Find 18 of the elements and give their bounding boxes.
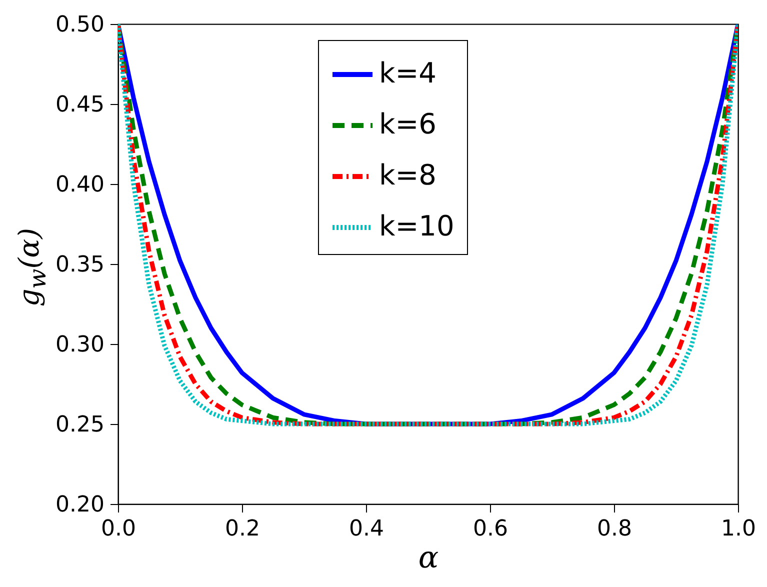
x-tick-label: 0.2	[225, 516, 260, 542]
x-tick-label: 1.0	[721, 516, 756, 542]
legend-label: k=10	[379, 210, 454, 242]
x-tick-label: 0.4	[349, 516, 384, 542]
y-tick-label: 0.30	[56, 332, 104, 358]
legend-label: k=4	[379, 56, 436, 90]
y-tick-label: 0.35	[56, 252, 104, 278]
y-tick-label: 0.20	[56, 492, 104, 518]
y-tick-label: 0.45	[56, 92, 104, 118]
legend-label: k=6	[379, 108, 436, 140]
x-tick-label: 0.6	[473, 516, 508, 542]
y-tick-label: 0.50	[56, 12, 104, 38]
y-tick-label: 0.40	[56, 172, 104, 198]
x-tick-label: 0.8	[597, 516, 632, 542]
legend-label: k=8	[379, 158, 436, 192]
y-tick-label: 0.25	[56, 412, 104, 438]
x-axis-title: α	[418, 540, 439, 576]
x-tick-label: 0.0	[101, 516, 136, 542]
